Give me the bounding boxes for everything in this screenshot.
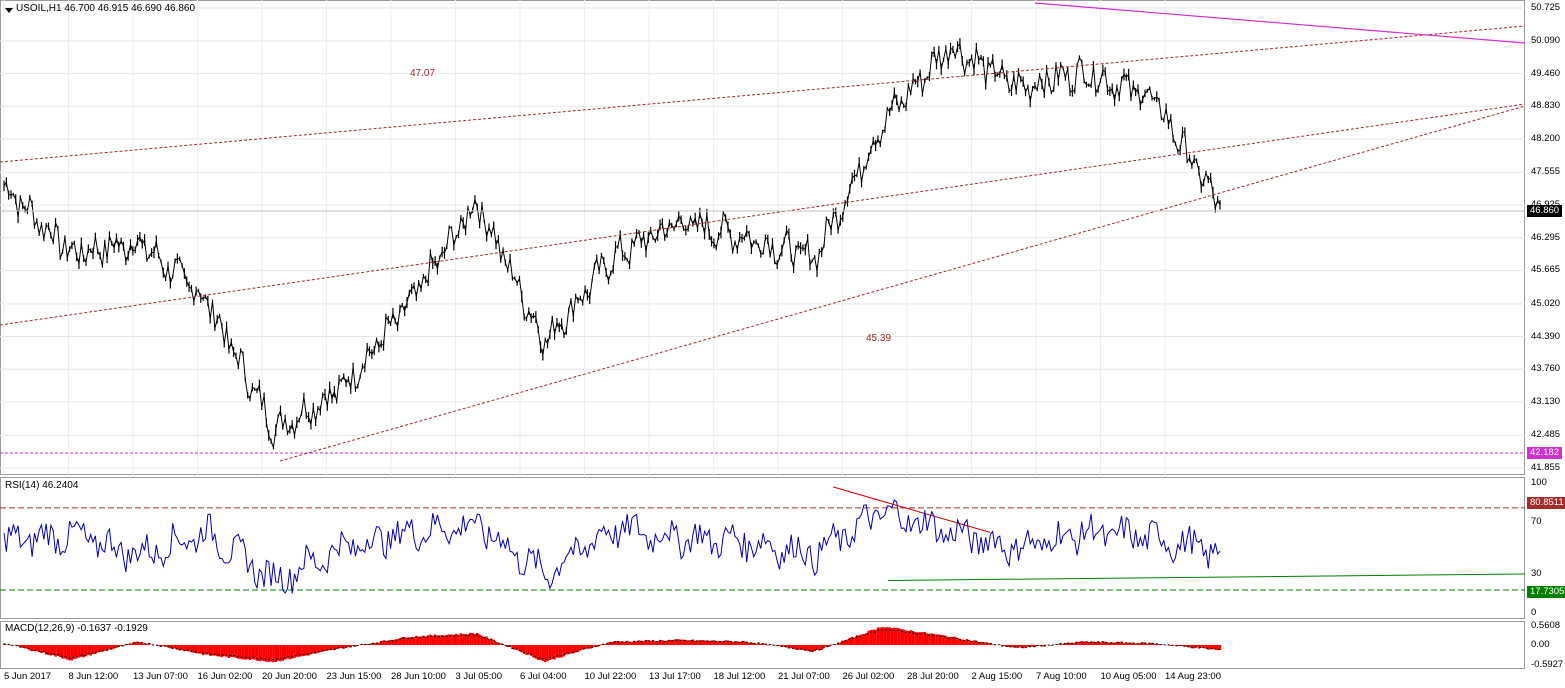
time-axis-label: 21 Jul 07:00 bbox=[778, 671, 830, 682]
channel-upper-line bbox=[0, 103, 1525, 326]
price-axis-label: 44.390 bbox=[1531, 330, 1561, 342]
resistance-trendline bbox=[1034, 2, 1525, 44]
price-axis-label: 48.830 bbox=[1531, 100, 1561, 112]
price-axis-label: 48.200 bbox=[1531, 132, 1561, 144]
annotation-lower-value: 45.39 bbox=[866, 333, 892, 344]
price-axis-label: 42.485 bbox=[1531, 429, 1561, 441]
time-axis-label: 28 Jun 10:00 bbox=[391, 671, 446, 682]
price-axis-label: 43.760 bbox=[1531, 363, 1561, 375]
symbol-header: USOIL,H1 46.700 46.915 46.690 46.860 bbox=[16, 3, 195, 14]
time-axis-label: 8 Jun 12:00 bbox=[68, 671, 119, 682]
chart-menu-arrow-icon[interactable] bbox=[5, 8, 13, 13]
time-axis-label: 10 Aug 05:00 bbox=[1100, 671, 1157, 682]
price-line bbox=[3, 42, 1221, 448]
current-price-tag: 46.860 bbox=[1527, 205, 1563, 217]
time-axis-label: 18 Jul 12:00 bbox=[713, 671, 766, 682]
rsi-support-line bbox=[887, 573, 1525, 581]
price-axis-label: 45.665 bbox=[1531, 264, 1561, 276]
level-price-tag: 42.182 bbox=[1527, 447, 1563, 459]
ohlc-values: 46.700 46.915 46.690 46.860 bbox=[64, 3, 196, 14]
price-axis-label: 45.020 bbox=[1531, 297, 1561, 309]
time-axis-label: 23 Jun 15:00 bbox=[326, 671, 382, 682]
price-series bbox=[3, 38, 1221, 450]
rsi-axis-label: 30 bbox=[1531, 568, 1542, 579]
time-axis-label: 13 Jun 07:00 bbox=[133, 671, 188, 682]
price-axis-label: 50.090 bbox=[1531, 34, 1561, 46]
time-axis-label: 26 Jul 02:00 bbox=[842, 671, 895, 682]
price-axis-label: 41.855 bbox=[1531, 462, 1561, 473]
time-axis-label: 5 Jun 2017 bbox=[4, 671, 52, 682]
rsi-axis-label: 0 bbox=[1531, 607, 1537, 618]
macd-axis-label: -0.5927 bbox=[1531, 659, 1564, 670]
macd-title: MACD(12,26,9) -0.1637 -0.1929 bbox=[5, 623, 148, 634]
symbol-name: USOIL,H1 bbox=[16, 3, 62, 14]
price-axis-label: 47.555 bbox=[1531, 166, 1561, 178]
rsi-axis-label: 70 bbox=[1531, 516, 1542, 527]
time-axis-label: 13 Jul 17:00 bbox=[649, 671, 701, 682]
price-chart-canvas[interactable] bbox=[0, 0, 1525, 475]
price-axis-label: 50.725 bbox=[1531, 2, 1561, 13]
time-axis-label: 28 Jul 20:00 bbox=[907, 671, 959, 682]
price-axis-label: 46.925 bbox=[1531, 199, 1560, 210]
rsi-title: RSI(14) 46.2404 bbox=[5, 480, 79, 491]
rsi-upper-tag: 80.8511 bbox=[1527, 497, 1565, 509]
time-axis-label: 6 Jul 04:00 bbox=[520, 671, 567, 682]
rsi-line bbox=[3, 499, 1221, 594]
time-axis-label: 20 Jun 20:00 bbox=[262, 671, 317, 682]
rsi-axis-label: 100 bbox=[1531, 477, 1547, 488]
price-axis-label: 43.130 bbox=[1531, 395, 1561, 407]
time-axis-label: 3 Jul 05:00 bbox=[455, 671, 502, 682]
time-axis-label: 14 Aug 23:00 bbox=[1165, 671, 1221, 682]
macd-signal-line bbox=[3, 629, 1221, 661]
annotation-upper-value: 47.07 bbox=[410, 68, 436, 79]
rsi-pane[interactable] bbox=[0, 477, 1525, 619]
time-axis-label: 16 Jun 02:00 bbox=[197, 671, 253, 682]
channel-top-line bbox=[0, 25, 1525, 163]
rsi-lower-tag: 17.7305 bbox=[1527, 586, 1565, 598]
price-axis-label: 46.295 bbox=[1531, 231, 1561, 243]
macd-axis-label: 0.5608 bbox=[1531, 620, 1561, 631]
channel-lower-line bbox=[279, 105, 1525, 462]
macd-chart-canvas[interactable] bbox=[0, 621, 1525, 669]
rsi-chart-canvas[interactable] bbox=[0, 477, 1525, 619]
price-axis-label: 49.460 bbox=[1531, 67, 1561, 79]
macd-axis-label: 0.00 bbox=[1531, 638, 1550, 650]
time-axis-label: 10 Jul 22:00 bbox=[584, 671, 637, 682]
time-axis-label: 2 Aug 15:00 bbox=[971, 671, 1023, 682]
time-axis-label: 7 Aug 10:00 bbox=[1036, 671, 1087, 682]
